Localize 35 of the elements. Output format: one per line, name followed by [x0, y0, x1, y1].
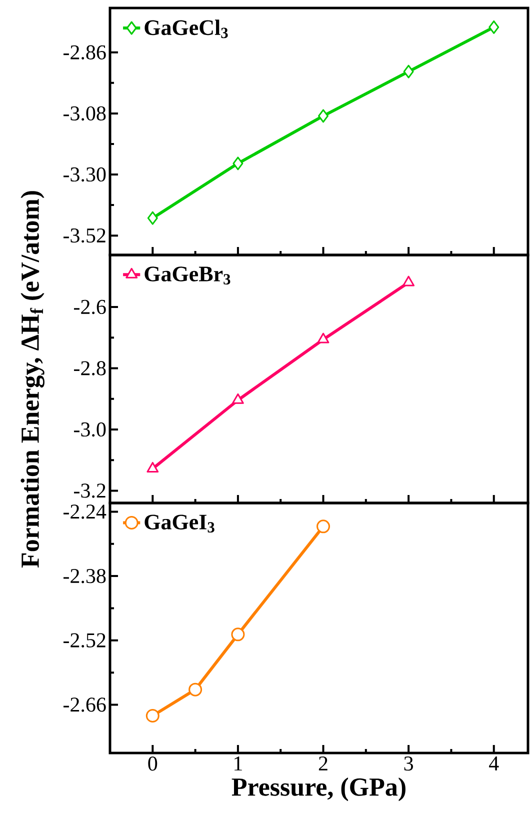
- point: [147, 211, 158, 225]
- legend-label: GaGeBr$_{3}$: [144, 266, 230, 284]
- y-tick-label: -2.38: [64, 568, 106, 584]
- point: [402, 276, 415, 286]
- legend-label: GaGeI$_{3}$: [144, 514, 214, 533]
- point: [317, 332, 330, 344]
- y-tick-label: -2.86: [64, 45, 106, 60]
- x-tick-label: 2: [318, 756, 328, 770]
- point: [488, 20, 500, 34]
- point: [232, 156, 244, 170]
- y-tick-label: -2.24: [64, 504, 106, 519]
- x-axis-title: Pressure, (GPa): [232, 778, 406, 802]
- y-tick-label: -3.30: [64, 167, 106, 182]
- y-tick-label: -3.52: [64, 228, 106, 243]
- y-tick-label: -2.6: [74, 300, 106, 314]
- x-tick-label: 1: [234, 756, 242, 770]
- x-tick-label: 4: [489, 756, 499, 770]
- x-tick-label: 0: [148, 756, 158, 771]
- y-tick-label: -2.66: [64, 698, 106, 712]
- y-tick-label: -3.2: [74, 484, 106, 498]
- x-tick-label: 3: [404, 756, 413, 771]
- y-axis-title: Formation Energy, ΔH$_{f}$ (eV/atom): [20, 191, 44, 568]
- y-tick-label: -2.8: [74, 361, 106, 376]
- point: [316, 520, 330, 534]
- point: [403, 64, 414, 78]
- point: [232, 393, 244, 404]
- point: [146, 462, 159, 472]
- y-tick-label: -3.08: [64, 106, 106, 121]
- y-tick-label: -3.0: [74, 422, 106, 437]
- point: [231, 628, 245, 642]
- point: [146, 709, 160, 723]
- legend-label: GaGeCl$_{3}$: [144, 20, 228, 38]
- point: [188, 682, 202, 696]
- y-tick-label: -2.52: [64, 633, 106, 648]
- point: [318, 109, 329, 123]
